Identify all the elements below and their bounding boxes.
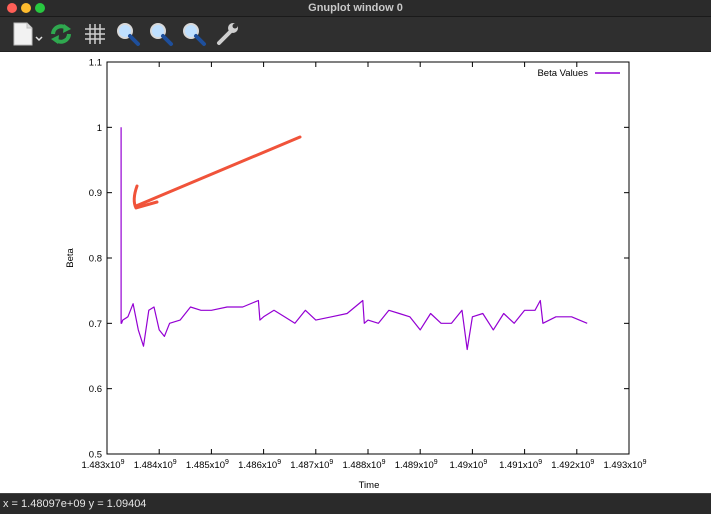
x-tick-label: 1.486x109: [238, 459, 281, 471]
x-tick-exponent: 9: [643, 459, 647, 466]
status-bar: x = 1.48097e+09 y = 1.09404: [0, 493, 711, 514]
x-tick-exponent: 9: [538, 459, 542, 466]
x-tick-mantissa: 1.483x10: [82, 460, 121, 471]
cursor-coordinates: x = 1.48097e+09 y = 1.09404: [3, 498, 147, 510]
y-tick-label: 0.6: [89, 384, 102, 395]
x-tick-exponent: 9: [329, 459, 333, 466]
x-tick-exponent: 9: [277, 459, 281, 466]
plot-frame: [106, 61, 630, 455]
legend: Beta Values: [537, 68, 620, 79]
settings-icon[interactable]: [214, 21, 240, 47]
x-tick-label: 1.489x109: [395, 459, 438, 471]
close-window-button[interactable]: [7, 3, 17, 13]
x-tick-mantissa: 1.49x10: [450, 460, 484, 471]
x-axis-label: Time: [359, 480, 380, 491]
x-tick-label: 1.49x109: [450, 459, 488, 471]
window-title: Gnuplot window 0: [308, 2, 403, 14]
y-tick-label: 0.8: [89, 254, 102, 265]
export-icon[interactable]: [10, 21, 44, 47]
series-line-beta-values: [120, 127, 588, 351]
x-tick-exponent: 9: [173, 459, 177, 466]
zoom-back-icon[interactable]: [115, 21, 141, 47]
grid-icon[interactable]: [82, 21, 108, 47]
maximize-window-button[interactable]: [35, 3, 45, 13]
y-axis-label: Beta: [65, 248, 76, 268]
plot-area[interactable]: 0.5 0.6 0.7 0.8 0.9 1 1.1 1.483x109 1.484x109 1.4…: [0, 52, 711, 493]
x-tick-exponent: 9: [483, 459, 487, 466]
x-tick-label: 1.484x109: [134, 459, 177, 471]
x-tick-label: 1.488x109: [343, 459, 386, 471]
x-tick-mantissa: 1.487x10: [290, 460, 329, 471]
x-tick-mantissa: 1.492x10: [551, 460, 590, 471]
x-tick-label: 1.487x109: [290, 459, 333, 471]
x-tick-mantissa: 1.484x10: [134, 460, 173, 471]
x-tick-exponent: 9: [382, 459, 386, 466]
zoom-forward-icon[interactable]: [148, 21, 174, 47]
y-tick-label: 1.1: [89, 58, 102, 69]
legend-label-beta-values: Beta Values: [537, 68, 588, 79]
x-tick-label: 1.483x109: [82, 459, 125, 471]
x-tick-label: 1.493x109: [604, 459, 647, 471]
x-tick-mantissa: 1.485x10: [186, 460, 225, 471]
title-bar: Gnuplot window 0: [0, 0, 711, 17]
x-tick-mantissa: 1.486x10: [238, 460, 277, 471]
x-tick-exponent: 9: [590, 459, 594, 466]
x-tick-label: 1.492x109: [551, 459, 594, 471]
replot-icon[interactable]: [48, 21, 74, 47]
x-tick-mantissa: 1.493x10: [604, 460, 643, 471]
y-tick-label: 1: [97, 123, 102, 134]
x-tick-exponent: 9: [225, 459, 229, 466]
x-tick-mantissa: 1.489x10: [395, 460, 434, 471]
x-tick-label: 1.485x109: [186, 459, 229, 471]
x-tick-mantissa: 1.488x10: [343, 460, 382, 471]
y-tick-label: 0.5: [89, 450, 102, 461]
unzoom-icon[interactable]: [181, 21, 207, 47]
x-tick-exponent: 9: [434, 459, 438, 466]
x-tick-exponent: 9: [121, 459, 125, 466]
toolbar: [0, 17, 711, 52]
chart-svg: 0.50.60.70.80.911.11.483x109 1.484x109 1.4…: [65, 58, 647, 492]
x-tick-label: 1.491x109: [499, 459, 542, 471]
y-tick-label: 0.7: [89, 319, 102, 330]
minimize-window-button[interactable]: [21, 3, 31, 13]
x-tick-mantissa: 1.491x10: [499, 460, 538, 471]
y-tick-label: 0.9: [89, 188, 102, 199]
annotation-arrow: [132, 135, 302, 210]
